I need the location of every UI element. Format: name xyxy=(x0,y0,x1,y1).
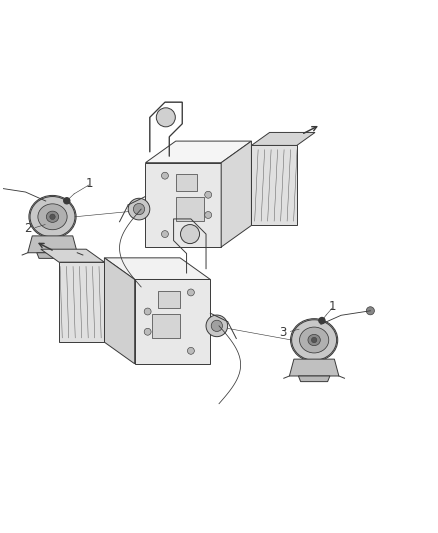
Circle shape xyxy=(144,308,151,315)
Text: 1: 1 xyxy=(85,176,93,190)
Polygon shape xyxy=(290,359,339,376)
Ellipse shape xyxy=(38,204,67,230)
Polygon shape xyxy=(59,262,104,342)
Circle shape xyxy=(144,328,151,335)
Bar xyxy=(176,197,204,221)
Circle shape xyxy=(156,108,175,127)
Circle shape xyxy=(162,172,168,179)
Circle shape xyxy=(134,204,145,215)
Polygon shape xyxy=(221,141,251,247)
Polygon shape xyxy=(145,141,251,163)
Polygon shape xyxy=(41,249,104,262)
Circle shape xyxy=(205,212,212,219)
Circle shape xyxy=(319,318,325,324)
Polygon shape xyxy=(104,258,210,279)
Circle shape xyxy=(205,191,212,198)
Polygon shape xyxy=(251,132,315,146)
Ellipse shape xyxy=(290,319,338,361)
Circle shape xyxy=(162,231,168,238)
Ellipse shape xyxy=(46,211,59,222)
Polygon shape xyxy=(104,258,134,364)
Circle shape xyxy=(366,306,374,315)
Circle shape xyxy=(206,315,228,337)
Circle shape xyxy=(50,214,55,220)
Circle shape xyxy=(180,224,200,244)
Bar xyxy=(159,291,180,308)
Polygon shape xyxy=(298,376,330,382)
Bar xyxy=(176,174,198,191)
Circle shape xyxy=(64,198,70,204)
Polygon shape xyxy=(145,163,221,247)
Circle shape xyxy=(311,337,317,343)
Circle shape xyxy=(128,198,150,220)
Circle shape xyxy=(187,289,194,296)
Circle shape xyxy=(211,320,223,332)
Ellipse shape xyxy=(300,327,329,353)
Bar xyxy=(152,314,180,338)
Polygon shape xyxy=(134,279,210,364)
Text: 2: 2 xyxy=(24,222,32,236)
Circle shape xyxy=(187,348,194,354)
Polygon shape xyxy=(251,146,297,225)
Text: 1: 1 xyxy=(328,300,336,313)
Ellipse shape xyxy=(308,334,320,345)
Polygon shape xyxy=(28,236,77,253)
Polygon shape xyxy=(37,253,68,259)
Text: 3: 3 xyxy=(279,326,287,339)
Ellipse shape xyxy=(29,196,76,238)
